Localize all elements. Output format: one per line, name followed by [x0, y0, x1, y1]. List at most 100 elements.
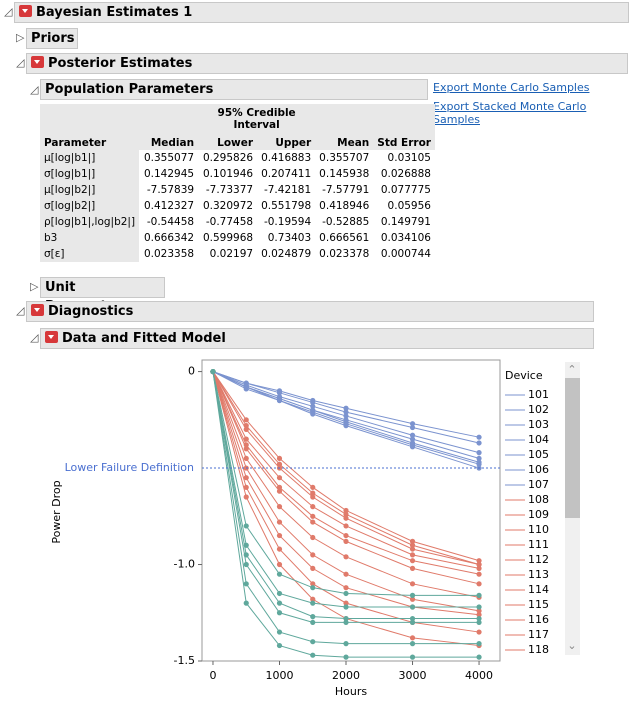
- legend-label: 116: [528, 613, 549, 626]
- data-point: [310, 494, 316, 500]
- data-point: [343, 409, 349, 415]
- disclosure[interactable]: ◿: [16, 56, 25, 69]
- legend-label: 109: [528, 508, 549, 521]
- table-cell: σ[log|b1|]: [40, 166, 140, 182]
- data-point: [409, 565, 416, 571]
- data-point: [476, 571, 482, 577]
- data-point: [243, 417, 249, 423]
- data-point: [409, 604, 416, 610]
- table-cell: 0.599968: [202, 232, 254, 244]
- data-point: [276, 590, 283, 597]
- disclosure[interactable]: ◿: [30, 331, 39, 344]
- disclosure[interactable]: ▷: [16, 31, 25, 44]
- data-point: [310, 552, 316, 558]
- data-point: [476, 558, 482, 564]
- legend-label: 118: [528, 643, 549, 656]
- table-cell: -7.57791: [322, 184, 370, 196]
- data-point: [310, 585, 316, 591]
- data-point: [476, 654, 482, 660]
- title: Priors: [31, 31, 75, 46]
- disclosure[interactable]: ◿: [16, 304, 25, 317]
- column-header: Median: [139, 104, 199, 150]
- table-cell: 0.666342: [143, 232, 195, 244]
- table-cell: 0.05956: [387, 200, 431, 212]
- outline-header[interactable]: Diagnostics: [26, 301, 594, 322]
- outline-header[interactable]: Bayesian Estimates 1: [14, 2, 629, 23]
- outline-header[interactable]: Posterior Estimates: [26, 53, 628, 74]
- data-point: [343, 654, 349, 660]
- data-point: [343, 585, 349, 591]
- table-row: σ[ε] 0.023358 0.02197 0.024879 0.023378 0.000…: [40, 246, 435, 262]
- table-cell: -0.77458: [205, 216, 254, 228]
- data-point: [310, 519, 316, 525]
- data-point: [343, 571, 349, 577]
- table-row: σ[log|b2|] 0.412327 0.320972 0.551798 0.4189…: [40, 198, 435, 214]
- data-point: [276, 642, 283, 649]
- data-point: [243, 455, 249, 462]
- data-point: [310, 619, 316, 626]
- legend-label: 112: [528, 553, 549, 566]
- data-point: [476, 581, 482, 587]
- x-axis-title: Hours: [335, 685, 367, 698]
- outline-header[interactable]: Priors: [26, 28, 78, 49]
- scroll-down[interactable]: ⌄: [567, 639, 576, 652]
- data-point: [343, 421, 349, 427]
- title: Data and Fitted Model: [62, 331, 226, 346]
- outline-header[interactable]: Population Parameters: [40, 79, 428, 100]
- data-point: [343, 619, 349, 626]
- table-cell: 0.02197: [209, 248, 254, 260]
- data-point: [409, 592, 416, 598]
- data-point: [243, 484, 249, 490]
- legend-label: 105: [528, 448, 549, 461]
- table-row: σ[log|b1|] 0.142945 0.101946 0.207411 0.1459…: [40, 166, 435, 182]
- y-tick-label: -1.5: [174, 654, 195, 667]
- table-cell: -0.54458: [146, 216, 195, 228]
- data-point: [276, 397, 283, 404]
- data-point: [476, 604, 482, 610]
- data-point: [243, 426, 249, 433]
- table-cell: 0.418946: [319, 200, 370, 212]
- data-point: [243, 446, 249, 452]
- column-header: Parameter: [40, 104, 140, 150]
- data-point: [243, 475, 249, 481]
- data-point: [310, 652, 316, 658]
- data-point: [409, 546, 416, 552]
- column-header: Mean: [315, 104, 374, 150]
- disclosure[interactable]: ◿: [30, 83, 39, 96]
- link[interactable]: Export Stacked Monte Carlo Samples: [433, 100, 587, 126]
- table-cell: 0.024879: [261, 248, 312, 260]
- link[interactable]: Export Monte Carlo Samples: [433, 81, 590, 94]
- scroll-up[interactable]: ⌃: [567, 363, 576, 376]
- data-point: [409, 615, 416, 622]
- data-point: [409, 538, 416, 544]
- legend-label: 102: [528, 403, 549, 416]
- disclosure[interactable]: ◿: [4, 5, 13, 18]
- x-tick-label: 3000: [399, 669, 427, 682]
- data-point: [276, 484, 283, 490]
- title: Diagnostics: [48, 304, 134, 319]
- legend-label: 106: [528, 463, 549, 476]
- data-point: [343, 511, 349, 517]
- plot-frame: [201, 359, 501, 662]
- disclosure[interactable]: ▷: [30, 280, 39, 293]
- scroll-thumb[interactable]: [565, 378, 580, 518]
- data-point: [310, 565, 316, 571]
- legend-title: Device: [505, 369, 543, 382]
- data-point: [343, 590, 349, 597]
- data-point: [409, 552, 416, 558]
- table-cell: 0.355707: [319, 152, 370, 164]
- outline-header[interactable]: Data and Fitted Model: [40, 328, 594, 349]
- data-point: [276, 571, 283, 577]
- data-point: [243, 581, 249, 587]
- legend-label: 104: [528, 433, 549, 446]
- data-point: [276, 390, 283, 396]
- data-point: [276, 461, 283, 467]
- table-cell: 0.026888: [380, 168, 431, 180]
- outline-header[interactable]: Unit Parameters: [40, 277, 165, 314]
- legend-label: 115: [528, 598, 549, 611]
- data-point: [409, 619, 416, 626]
- data-point: [210, 368, 216, 375]
- table-cell: 0.416883: [261, 152, 312, 164]
- data-point: [476, 629, 482, 635]
- data-point: [243, 494, 249, 500]
